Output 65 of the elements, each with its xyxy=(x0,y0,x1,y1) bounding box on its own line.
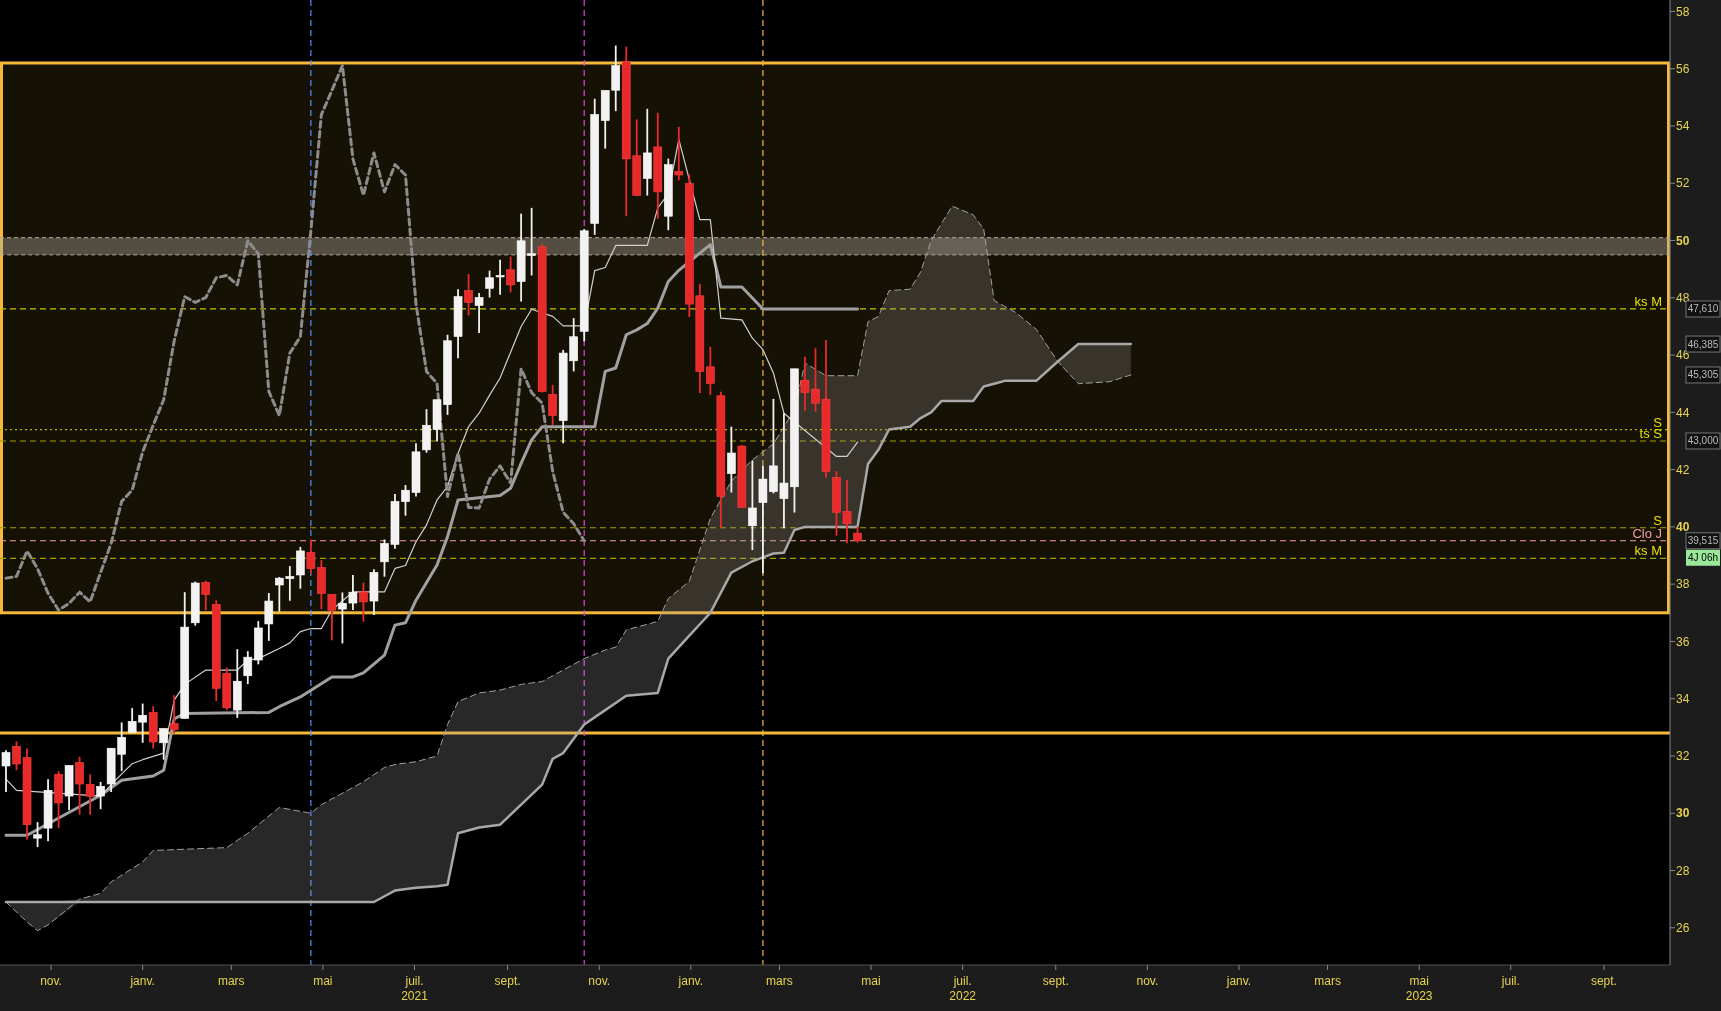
candlestick xyxy=(243,650,253,685)
candlestick xyxy=(1,749,11,793)
x-tick-label: juil. 2022 xyxy=(949,974,977,1003)
y-tick-label: 44 xyxy=(1676,405,1690,420)
x-tick-label: sept. xyxy=(494,974,521,988)
y-tick-label: 28 xyxy=(1676,863,1690,878)
y-tick-label: 30 xyxy=(1676,806,1690,821)
candlestick xyxy=(506,255,515,294)
x-tick-label: mars xyxy=(766,974,793,988)
x-tick-label: janv. xyxy=(1225,974,1252,988)
y-tick-label: 40 xyxy=(1676,520,1690,535)
y-tick-label: 34 xyxy=(1676,691,1690,706)
ref-line-label: Clo J xyxy=(1632,525,1662,541)
x-tick-label: mars xyxy=(1314,974,1341,988)
x-tick-label: juil. 2021 xyxy=(401,974,429,1003)
y-tick-label: 54 xyxy=(1676,119,1690,134)
line-series xyxy=(4,64,586,612)
candlestick xyxy=(159,727,168,761)
candlestick xyxy=(359,581,368,623)
x-tick-label: sept. xyxy=(1042,974,1069,988)
x-tick-label: nov. xyxy=(40,974,62,988)
candlestick xyxy=(748,459,757,551)
y-tick-label: 36 xyxy=(1676,634,1690,649)
text: 39,515 xyxy=(1687,535,1719,547)
line-series xyxy=(4,243,860,837)
y-tick-label: 50 xyxy=(1676,233,1690,248)
candlestick xyxy=(327,593,337,642)
text: 46,385 xyxy=(1687,338,1719,350)
text: 45,305 xyxy=(1687,369,1719,381)
y-tick-label: 26 xyxy=(1676,920,1690,935)
ref-line-label: S xyxy=(1653,512,1663,528)
y-tick-label: 52 xyxy=(1676,176,1690,191)
candlestick xyxy=(727,425,736,494)
ref-line-label: ks M xyxy=(1634,293,1662,309)
x-tick-label: nov. xyxy=(588,974,611,988)
x-tick-label: nov. xyxy=(1136,974,1159,988)
x-tick-label: mars xyxy=(217,974,245,988)
candlestick xyxy=(548,383,557,426)
x-tick-label: juil. xyxy=(1500,974,1520,988)
y-tick-label: 56 xyxy=(1676,61,1690,76)
y-tick-label: 32 xyxy=(1676,749,1690,764)
candlestick xyxy=(264,592,274,642)
y-tick-label: 48 xyxy=(1676,291,1690,305)
candlestick xyxy=(674,125,684,182)
text: 43,000 xyxy=(1687,435,1719,447)
ref-line-label: S xyxy=(1653,414,1663,430)
text: 47,610 xyxy=(1687,303,1719,315)
candlestick xyxy=(96,781,105,811)
candlestick xyxy=(474,292,484,334)
candlestick xyxy=(169,694,179,735)
candlestick xyxy=(464,273,473,317)
ref-line-label: ks M xyxy=(1634,543,1662,559)
y-tick-label: 42 xyxy=(1676,462,1690,477)
text: 4J 06h xyxy=(1687,552,1719,564)
x-tick-label: janv. xyxy=(129,974,155,988)
candlestick xyxy=(33,821,42,848)
x-tick-label: mai xyxy=(861,974,881,988)
candlestick xyxy=(201,579,211,612)
y-tick-label: 58 xyxy=(1676,4,1690,19)
x-tick-label: sept. xyxy=(1590,974,1617,988)
x-tick-label: janv. xyxy=(677,974,704,988)
candlestick xyxy=(706,345,715,396)
x-tick-label: mai xyxy=(313,974,333,988)
x-tick-label: mai 2023 xyxy=(1405,974,1433,1003)
y-tick-label: 38 xyxy=(1676,577,1690,592)
